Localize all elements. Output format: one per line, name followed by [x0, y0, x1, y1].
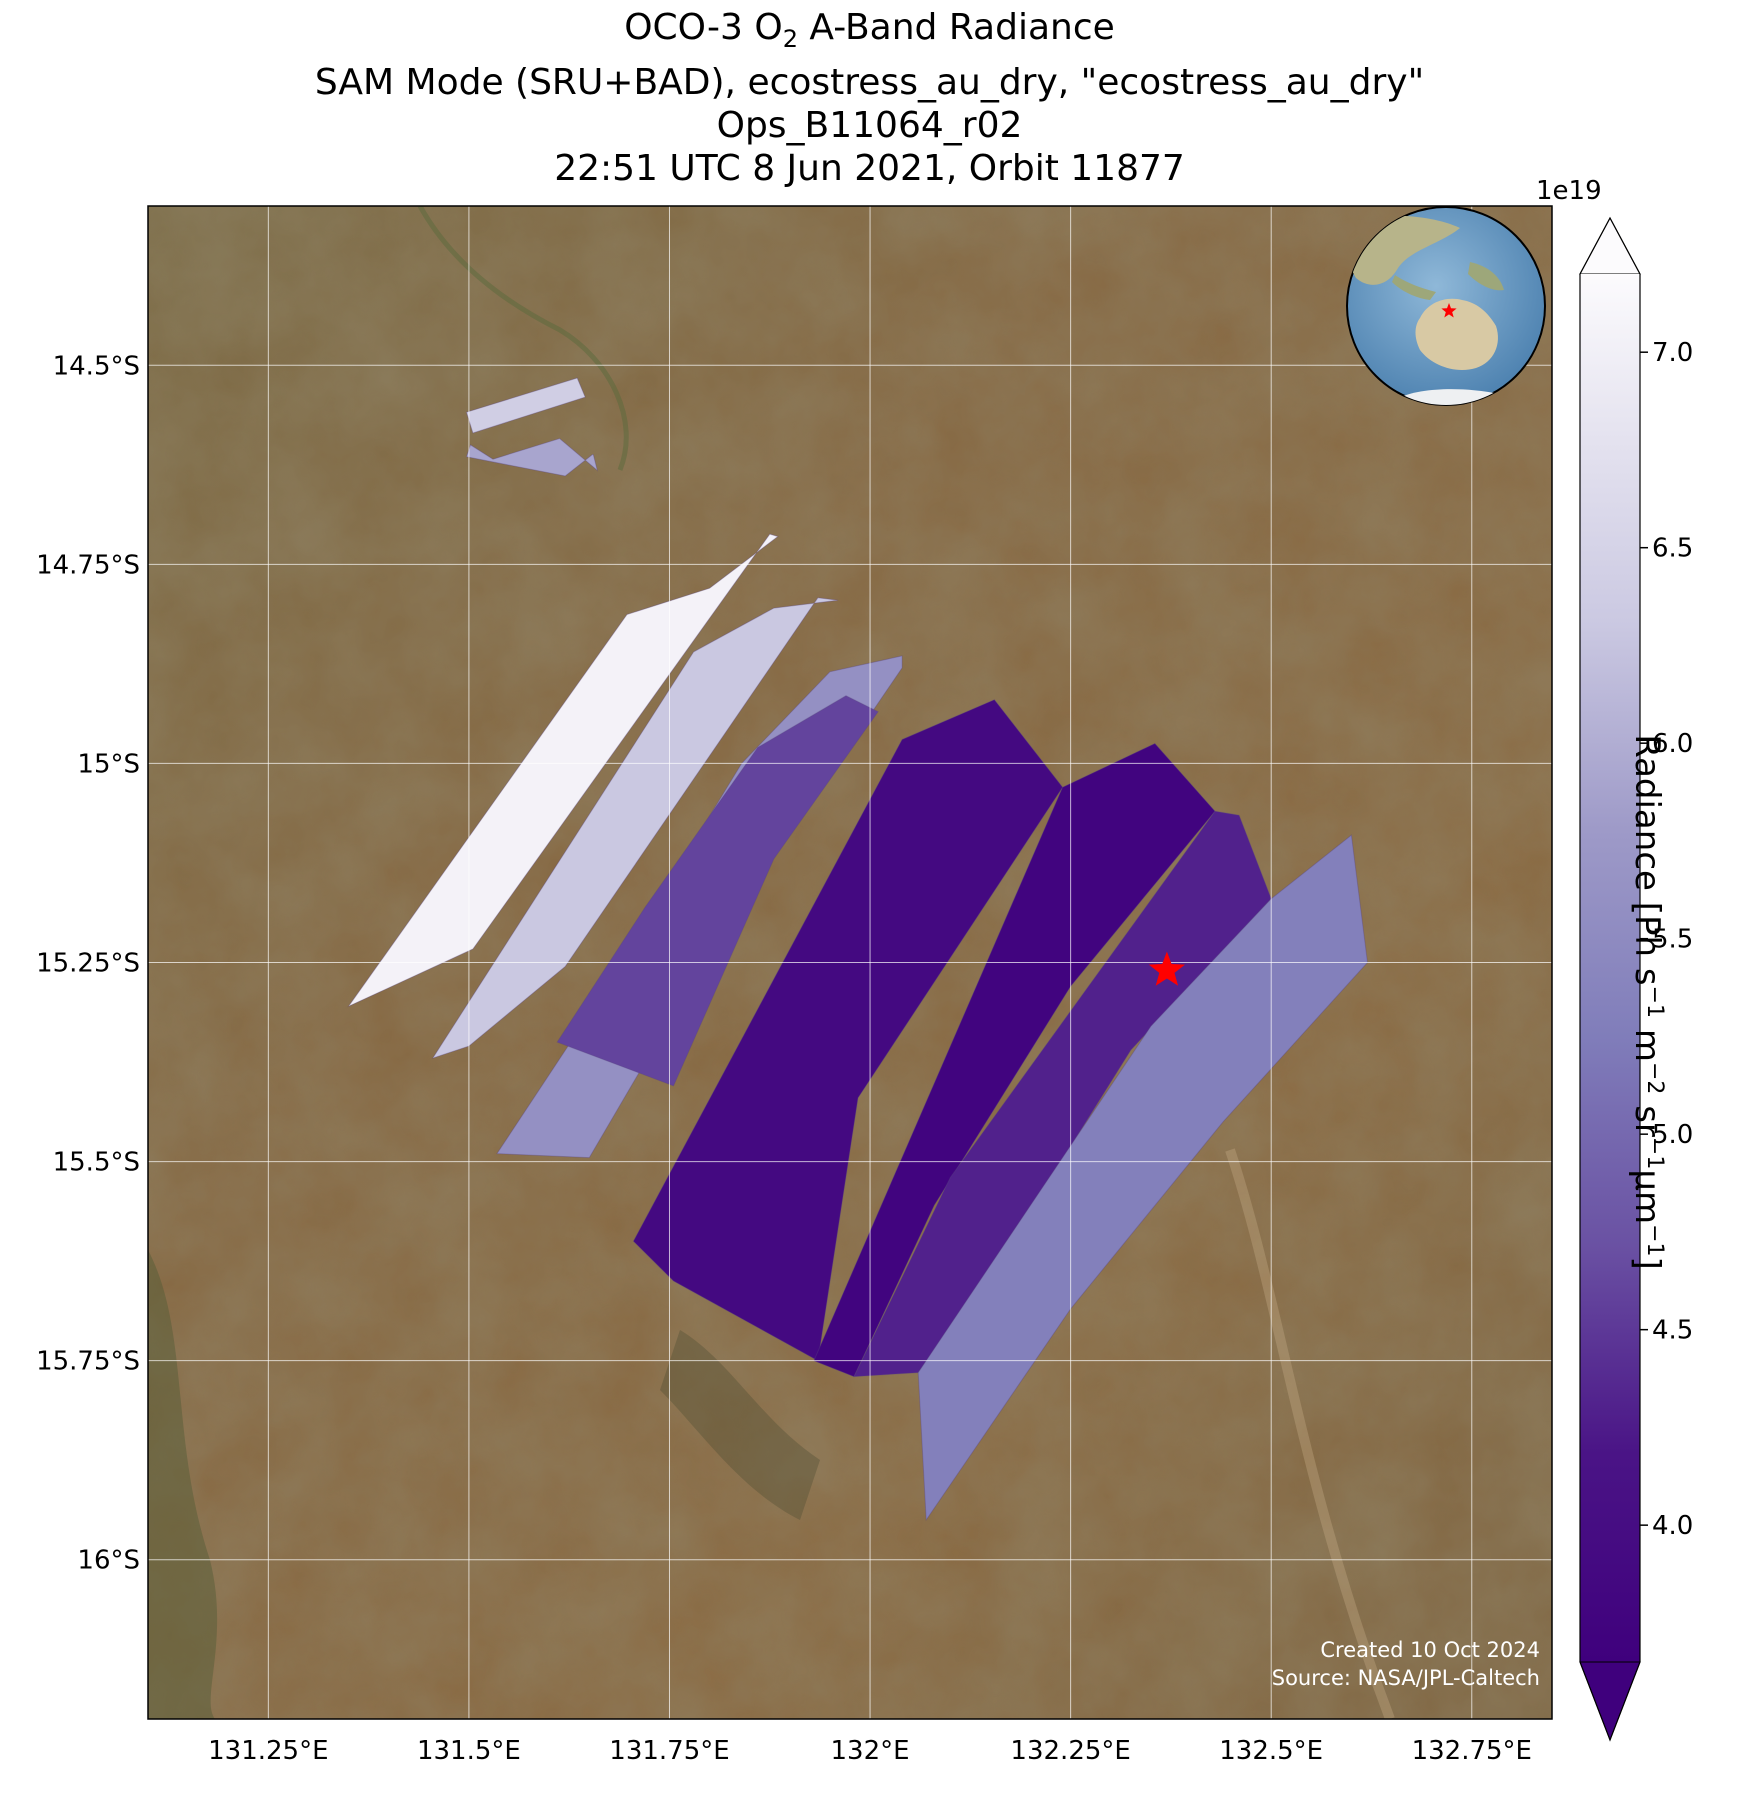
lon-tick-label: 132.25°E	[1010, 1736, 1130, 1766]
lat-tick-label: 16°S	[77, 1546, 140, 1576]
colorbar-tick-label: 4.0	[1652, 1511, 1693, 1541]
lon-tick-label: 132.75°E	[1412, 1736, 1532, 1766]
lon-tick-label: 132.5°E	[1219, 1736, 1323, 1766]
lat-tick-label: 14.5°S	[53, 351, 140, 381]
swath-10	[917, 834, 1369, 1522]
globe-indonesia	[1392, 275, 1436, 300]
graticule: 131.25°E 131.5°E 131.75°E 132°E 132.25°E 132.…	[36, 206, 1552, 1766]
globe-australia	[1415, 298, 1498, 370]
colorbar-tick-label: 5.0	[1652, 1120, 1693, 1150]
colorbar-tick-label: 4.5	[1652, 1316, 1693, 1346]
colorbar-outline	[1579, 216, 1641, 1742]
dark-terrain-patch	[660, 1330, 820, 1520]
swath-1	[465, 377, 586, 434]
credit-source: Source: NASA/JPL-Caltech	[1272, 1666, 1540, 1690]
terrain-features	[148, 206, 1395, 1719]
title-line-3: Ops_B11064_r02	[716, 105, 1023, 147]
colorbar-ticks: 4.0 4.5 5.0 5.5 6.0 6.5 7.0	[1640, 338, 1693, 1541]
credit-created: Created 10 Oct 2024	[1320, 1638, 1540, 1662]
colorbar-extend-max	[1579, 216, 1641, 275]
lon-tick-label: 132°E	[831, 1736, 910, 1766]
lon-tick-label: 131.75°E	[609, 1736, 729, 1766]
globe-new-guinea	[1468, 262, 1504, 291]
lat-tick-label: 15.5°S	[53, 1148, 140, 1178]
title-line-4: 22:51 UTC 8 Jun 2021, Orbit 11877	[554, 148, 1185, 190]
title-line-1: OCO-3 O2 A-Band Radiance	[624, 7, 1115, 54]
colorbar-exponent: 1e19	[1536, 176, 1602, 206]
lat-tick-label: 15°S	[77, 749, 140, 779]
swath-6	[556, 695, 879, 1087]
swath-3	[347, 533, 779, 1008]
colorbar-tick-label: 6.5	[1652, 534, 1693, 564]
creek-line	[417, 206, 629, 471]
swath-4	[431, 597, 839, 1060]
swath-8	[813, 742, 1216, 1378]
swath-2	[465, 437, 599, 477]
colorbar-gradient	[1580, 274, 1640, 1662]
title-line-2: SAM Mode (SRU+BAD), ecostress_au_dry, "e…	[314, 62, 1425, 104]
swath-7	[632, 699, 1064, 1362]
colorbar-extend-min	[1579, 1661, 1641, 1742]
river-valley-west	[148, 1250, 218, 1719]
colorbar-tick-label: 7.0	[1652, 338, 1693, 368]
lat-tick-label: 15.25°S	[36, 949, 140, 979]
target-star-marker	[1148, 951, 1185, 986]
lon-tick-label: 131.25°E	[208, 1736, 328, 1766]
dry-riverbed	[1225, 1148, 1395, 1719]
colorbar-label: Radiance [Ph s−1 m−2 sr−1μm−1]	[1626, 734, 1668, 1270]
lat-tick-label: 15.75°S	[36, 1347, 140, 1377]
colorbar-tick-label: 5.5	[1652, 925, 1693, 955]
globe-target-star	[1441, 303, 1457, 318]
colorbar: 4.0 4.5 5.0 5.5 6.0 6.5 7.0	[1579, 216, 1693, 1742]
colorbar-tick-label: 6.0	[1652, 729, 1693, 759]
map-frame	[147, 205, 1553, 1720]
lon-tick-label: 131.5°E	[417, 1736, 521, 1766]
lat-tick-label: 14.75°S	[36, 550, 140, 580]
map-title: OCO-3 O2 A-Band Radiance SAM Mode (SRU+B…	[0, 6, 1739, 190]
